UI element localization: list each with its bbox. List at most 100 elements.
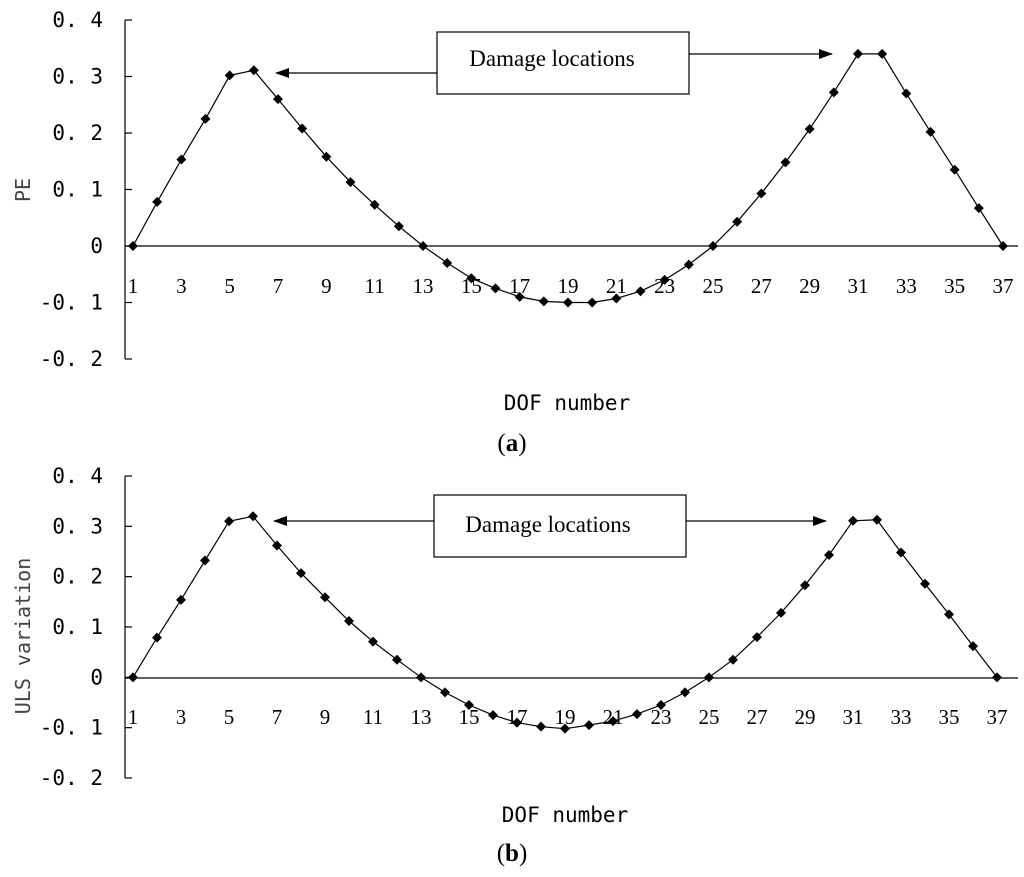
x-tick-label: 35 <box>944 274 965 298</box>
x-tick-label: 15 <box>459 705 480 729</box>
x-tick-label: 37 <box>987 705 1008 729</box>
x-axis-label: DOF number <box>504 391 630 415</box>
x-tick-label: 9 <box>321 274 332 298</box>
data-point <box>608 716 618 727</box>
y-tick-label: 0. 3 <box>52 65 103 89</box>
x-tick-label: 33 <box>891 705 912 729</box>
x-tick-label: 29 <box>799 274 820 298</box>
y-tick-label: 0 <box>90 665 103 689</box>
y-tick-label: 0. 3 <box>52 514 103 538</box>
data-point <box>128 672 138 683</box>
data-point <box>296 568 306 579</box>
data-point <box>968 641 978 652</box>
chart-panel-b: 0. 40. 30. 20. 10-0. 1-0. 2 1 3 5 7 9 11 13 15 1… <box>11 464 1018 867</box>
caption-letter: b <box>505 840 519 867</box>
caption-letter: a <box>506 430 519 457</box>
data-point <box>273 94 283 105</box>
data-point <box>732 216 743 227</box>
data-point <box>632 709 642 720</box>
data-point <box>512 717 522 728</box>
data-point <box>224 70 235 81</box>
x-tick-label: 25 <box>703 274 724 298</box>
data-point <box>393 221 404 232</box>
x-tick-label: 29 <box>795 705 816 729</box>
data-point <box>998 241 1008 251</box>
x-tick-label: 11 <box>363 705 383 729</box>
x-tick-label: 25 <box>699 705 720 729</box>
y-tick-label: -0. 1 <box>40 291 103 315</box>
x-tick-label: 3 <box>176 705 187 729</box>
data-point <box>848 515 858 526</box>
data-point <box>344 615 354 626</box>
x-tick-label: 27 <box>751 274 772 298</box>
data-point <box>536 721 546 732</box>
data-point <box>877 48 888 59</box>
data-point <box>635 286 646 297</box>
data-point <box>587 297 598 308</box>
data-point <box>828 87 839 98</box>
data-point <box>973 203 984 214</box>
data-point <box>780 157 791 168</box>
y-tick-label: -0. 2 <box>40 766 103 790</box>
data-point <box>896 547 906 558</box>
data-point <box>584 720 594 731</box>
x-tick-label: 19 <box>558 274 579 298</box>
x-tick-label: 37 <box>993 274 1014 298</box>
annotation-box <box>436 31 690 95</box>
data-point <box>656 700 666 711</box>
annotation-text: Damage locations <box>469 46 634 71</box>
data-point <box>925 126 936 137</box>
y-tick-label: 0 <box>90 234 103 258</box>
y-tick-label: 0. 2 <box>52 565 103 589</box>
data-point <box>752 632 762 643</box>
y-tick-label: 0. 2 <box>52 121 103 145</box>
x-axis-label: DOF number <box>502 803 628 827</box>
data-point <box>442 257 453 268</box>
data-point <box>728 654 738 665</box>
data-point <box>872 514 882 525</box>
x-tick-label: 23 <box>654 274 675 298</box>
x-tick-label: 7 <box>273 274 284 298</box>
x-tick-label: 35 <box>939 705 960 729</box>
x-tick-label: 5 <box>224 274 235 298</box>
y-axis-label: ULS variation <box>11 558 35 715</box>
data-point <box>248 511 258 522</box>
data-point <box>176 594 186 605</box>
y-axis-label: PE <box>11 178 35 202</box>
chart-panel-a: 0. 40. 30. 20. 10-0. 1-0. 2 1 3 5 7 9 11 13 15 1… <box>11 8 1018 457</box>
data-point <box>224 516 234 527</box>
data-point <box>920 578 930 589</box>
data-point <box>128 241 138 251</box>
data-point <box>368 636 378 647</box>
x-tick-label: 27 <box>747 705 768 729</box>
data-point <box>440 687 450 698</box>
data-point <box>563 297 573 308</box>
data-point <box>272 540 282 551</box>
data-point <box>345 177 356 188</box>
y-tick-label: -0. 2 <box>40 347 103 371</box>
y-tick-label: 0. 1 <box>52 615 103 639</box>
x-tick-label: 21 <box>606 274 627 298</box>
data-point <box>944 609 954 620</box>
x-tick-label: 11 <box>365 274 385 298</box>
data-point <box>756 188 767 199</box>
y-tick-label: 0. 4 <box>52 8 103 32</box>
y-tick-label: 0. 4 <box>52 464 103 488</box>
data-point <box>152 196 163 207</box>
data-point <box>949 164 960 175</box>
data-point <box>708 241 718 251</box>
data-point <box>804 124 815 135</box>
x-tick-label: 23 <box>651 705 672 729</box>
data-point <box>321 151 332 162</box>
x-tick-label: 31 <box>843 705 864 729</box>
x-tick-label: 33 <box>896 274 917 298</box>
data-point <box>418 241 428 251</box>
x-tick-label: 9 <box>320 705 331 729</box>
data-point <box>824 550 834 561</box>
x-tick-label: 1 <box>128 705 139 729</box>
data-point <box>248 65 259 76</box>
x-tick-label: 1 <box>128 274 139 298</box>
x-tick-label: 7 <box>272 705 283 729</box>
data-point <box>369 199 380 210</box>
